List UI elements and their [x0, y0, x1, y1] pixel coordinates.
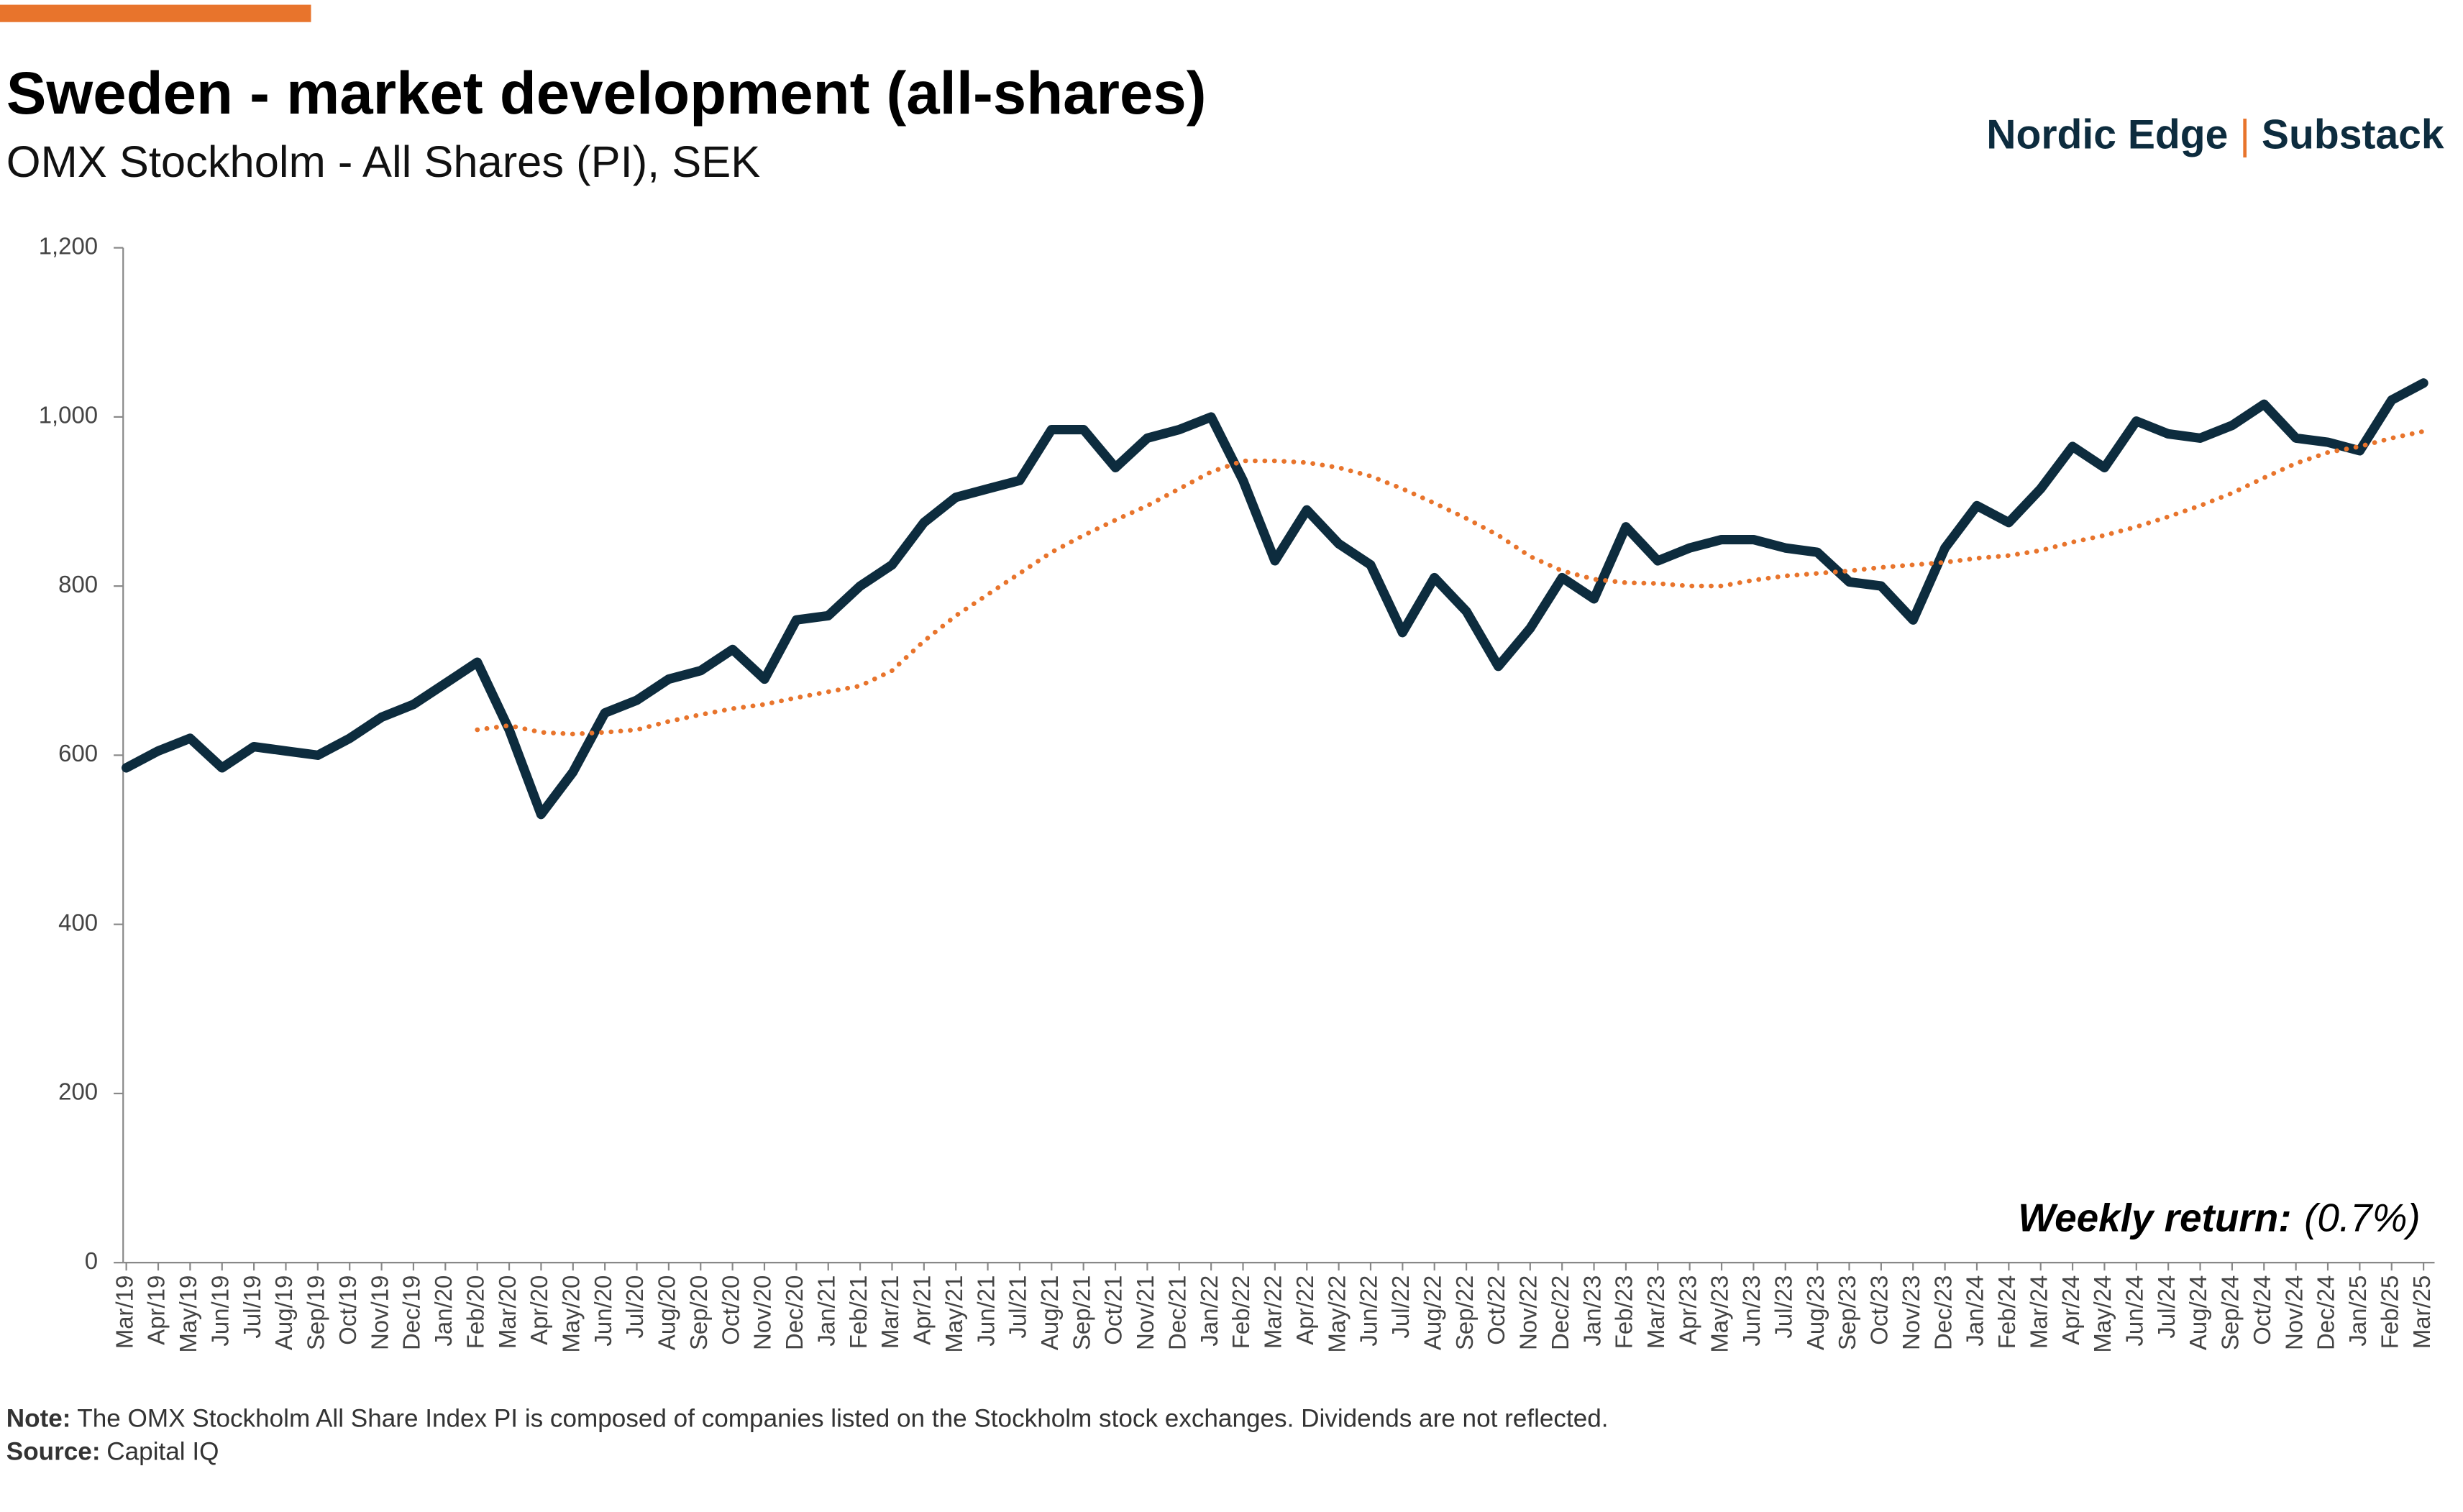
- x-tick-label: May/24: [2089, 1275, 2116, 1353]
- note-label: Note:: [6, 1404, 71, 1432]
- x-tick-label: Apr/19: [143, 1275, 170, 1345]
- brand-name: Substack: [2262, 111, 2444, 157]
- source: Source: Capital IQ: [6, 1438, 219, 1466]
- x-tick-label: Sep/20: [685, 1275, 712, 1350]
- x-tick-label: Oct/19: [334, 1275, 361, 1345]
- x-tick-label: Mar/20: [494, 1275, 521, 1349]
- x-tick-label: Dec/20: [781, 1275, 808, 1350]
- annotation-label: Weekly return:: [2018, 1195, 2291, 1240]
- annotation: Weekly return: (0.7%): [2018, 1195, 2420, 1240]
- x-tick-label: May/21: [941, 1275, 967, 1353]
- x-tick-label: Oct/24: [2249, 1275, 2275, 1345]
- x-tick-label: Mar/23: [1642, 1275, 1669, 1349]
- x-tick-label: Mar/21: [877, 1275, 903, 1349]
- x-tick-label: Apr/23: [1674, 1275, 1701, 1345]
- x-tick-label: Oct/22: [1483, 1275, 1509, 1345]
- x-tick-label: Jan/24: [1962, 1275, 1988, 1347]
- y-tick-label: 200: [58, 1078, 98, 1105]
- x-tick-label: Sep/24: [2217, 1275, 2244, 1350]
- source-label: Source:: [6, 1438, 101, 1466]
- x-tick-label: Jan/25: [2344, 1275, 2371, 1347]
- x-tick-label: Aug/19: [270, 1275, 297, 1350]
- x-tick-label: Jun/22: [1356, 1275, 1382, 1347]
- x-tick-label: Nov/23: [1898, 1275, 1924, 1350]
- x-tick-label: Jan/23: [1578, 1275, 1605, 1347]
- accent-bar: [0, 4, 311, 22]
- x-tick-label: Mar/24: [2025, 1275, 2052, 1349]
- x-tick-label: Nov/20: [749, 1275, 776, 1350]
- index-line: [122, 378, 2428, 820]
- y-tick-label: 1,000: [39, 402, 98, 429]
- x-tick-label: Mar/25: [2408, 1275, 2435, 1349]
- x-tick-label: Jul/22: [1387, 1275, 1414, 1339]
- x-tick-label: May/20: [557, 1275, 584, 1353]
- x-tick-label: Jun/20: [590, 1275, 616, 1347]
- x-tick-label: Dec/22: [1547, 1275, 1573, 1350]
- x-tick-label: Jan/22: [1196, 1275, 1223, 1347]
- x-tick-label: May/22: [1323, 1275, 1350, 1353]
- x-tick-label: Nov/24: [2280, 1275, 2307, 1350]
- x-tick-label: Jul/19: [239, 1275, 265, 1339]
- chart-subtitle: OMX Stockholm - All Shares (PI), SEK: [6, 137, 761, 187]
- y-tick-label: 800: [58, 571, 98, 597]
- x-tick-label: Jun/21: [972, 1275, 999, 1347]
- x-tick-label: Jun/23: [1738, 1275, 1765, 1347]
- x-tick-label: Jan/21: [813, 1275, 839, 1347]
- x-tick-label: Apr/22: [1292, 1275, 1318, 1345]
- x-tick-label: Feb/24: [1993, 1275, 2020, 1349]
- x-tick-label: Nov/19: [366, 1275, 393, 1350]
- x-tick-label: Nov/21: [1132, 1275, 1159, 1350]
- x-tick-label: Feb/25: [2376, 1275, 2403, 1349]
- x-tick-label: Apr/21: [909, 1275, 936, 1345]
- x-tick-label: May/23: [1706, 1275, 1733, 1353]
- source-text: Capital IQ: [106, 1438, 219, 1466]
- x-tick-label: Feb/22: [1228, 1275, 1254, 1349]
- brand-separator: |: [2228, 111, 2262, 157]
- x-tick-label: Aug/20: [654, 1275, 680, 1350]
- x-tick-label: Feb/21: [845, 1275, 872, 1349]
- x-tick-label: Mar/19: [111, 1275, 137, 1349]
- x-tick-label: Jun/24: [2121, 1275, 2148, 1347]
- x-tick-label: Feb/20: [462, 1275, 488, 1349]
- y-tick-label: 600: [58, 740, 98, 766]
- x-tick-label: Aug/21: [1036, 1275, 1063, 1350]
- x-tick-label: Nov/22: [1515, 1275, 1542, 1350]
- x-tick-label: Sep/23: [1834, 1275, 1860, 1350]
- x-tick-label: Jul/21: [1005, 1275, 1031, 1339]
- x-tick-label: Oct/21: [1100, 1275, 1127, 1345]
- x-tick-label: Dec/21: [1164, 1275, 1190, 1350]
- x-tick-label: Apr/24: [2057, 1275, 2084, 1345]
- brand-name: Nordic Edge: [1986, 111, 2228, 157]
- x-tick-label: Dec/23: [1929, 1275, 1956, 1350]
- x-tick-label: Apr/20: [526, 1275, 552, 1345]
- x-tick-label: Aug/22: [1419, 1275, 1445, 1350]
- x-tick-label: Aug/23: [1802, 1275, 1829, 1350]
- x-tick-label: Jul/23: [1770, 1275, 1796, 1339]
- x-tick-label: Sep/22: [1451, 1275, 1478, 1350]
- y-tick-label: 0: [85, 1247, 98, 1274]
- x-tick-label: Mar/22: [1260, 1275, 1287, 1349]
- x-tick-label: Jul/24: [2153, 1275, 2180, 1339]
- y-tick-label: 400: [58, 909, 98, 935]
- note: Note: The OMX Stockholm All Share Index P…: [6, 1404, 1609, 1432]
- x-tick-label: Oct/23: [1866, 1275, 1893, 1345]
- x-tick-label: Sep/21: [1068, 1275, 1095, 1350]
- x-tick-label: Oct/20: [717, 1275, 744, 1345]
- x-tick-label: Feb/23: [1611, 1275, 1637, 1349]
- chart-title: Sweden - market development (all-shares): [6, 59, 1207, 127]
- y-tick-label: 1,200: [39, 232, 98, 259]
- x-tick-label: Jan/20: [430, 1275, 457, 1347]
- note-text: The OMX Stockholm All Share Index PI is …: [77, 1404, 1608, 1432]
- x-tick-label: May/19: [175, 1275, 201, 1353]
- x-tick-label: Dec/24: [2313, 1275, 2339, 1350]
- annotation-value: (0.7%): [2304, 1195, 2421, 1240]
- x-tick-label: Sep/19: [303, 1275, 329, 1350]
- x-tick-label: Jul/20: [621, 1275, 648, 1339]
- x-tick-label: Dec/19: [398, 1275, 425, 1350]
- brand: Nordic Edge | Substack: [1986, 111, 2444, 157]
- x-tick-label: Jun/19: [206, 1275, 233, 1347]
- trend-line: [475, 429, 2426, 737]
- x-tick-label: Aug/24: [2185, 1275, 2211, 1350]
